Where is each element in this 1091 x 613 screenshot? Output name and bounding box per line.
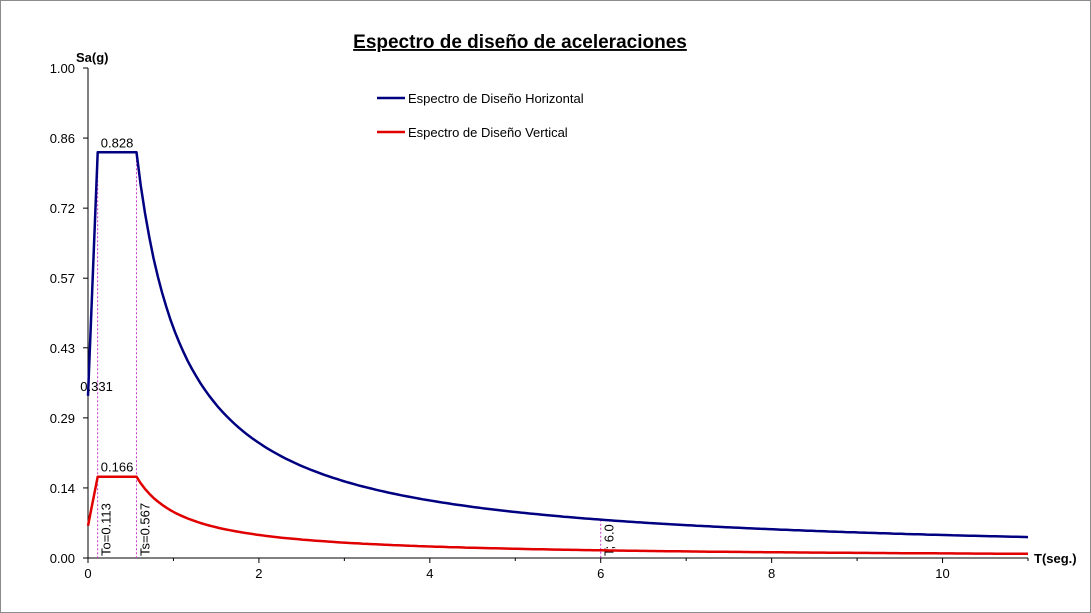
- value-label: 0.166: [101, 460, 134, 475]
- y-tick-label: 0.29: [50, 411, 75, 426]
- x-tick-label: 8: [768, 566, 775, 581]
- period-markers: To=0.113 Ts=0.567 T; 6.0: [97, 152, 617, 558]
- y-tick-label: 0.86: [50, 131, 75, 146]
- legend: Espectro de Diseño Horizontal Espectro de…: [377, 91, 584, 140]
- value-label: 0.828: [101, 135, 134, 150]
- legend-label: Espectro de Diseño Horizontal: [408, 91, 584, 106]
- value-label: 0.331: [80, 379, 113, 394]
- y-tick-label: 0.43: [50, 341, 75, 356]
- y-tick-label: 0.00: [50, 551, 75, 566]
- series-lines: [86, 151, 1029, 556]
- period-marker-label: T; 6.0: [602, 524, 617, 556]
- period-marker-label: To=0.113: [99, 503, 114, 556]
- series-line: [86, 475, 1028, 556]
- y-tick-label: 0.14: [50, 481, 75, 496]
- axes: 0.00 0.14 0.29 0.43 0.57 0.72 0.86 1.00 0 2 4 6 8 10: [50, 61, 1029, 581]
- y-tick-label: 1.00: [50, 61, 75, 76]
- legend-label: Espectro de Diseño Vertical: [408, 125, 568, 140]
- x-tick-label: 6: [597, 566, 604, 581]
- chart-title: Espectro de diseño de aceleraciones: [353, 32, 687, 53]
- x-tick-label: 0: [84, 566, 91, 581]
- x-tick-label: 2: [255, 566, 262, 581]
- value-annotations: 0.828 0.331 0.166: [80, 135, 133, 474]
- period-marker-label: Ts=0.567: [137, 503, 152, 556]
- x-tick-label: 10: [935, 566, 949, 581]
- x-axis-title: T(seg.): [1034, 551, 1077, 566]
- y-tick-label: 0.72: [50, 201, 75, 216]
- x-tick-label: 4: [426, 566, 433, 581]
- y-axis-title: Sa(g): [76, 50, 109, 65]
- series-line: [86, 151, 1029, 539]
- y-tick-label: 0.57: [50, 271, 75, 286]
